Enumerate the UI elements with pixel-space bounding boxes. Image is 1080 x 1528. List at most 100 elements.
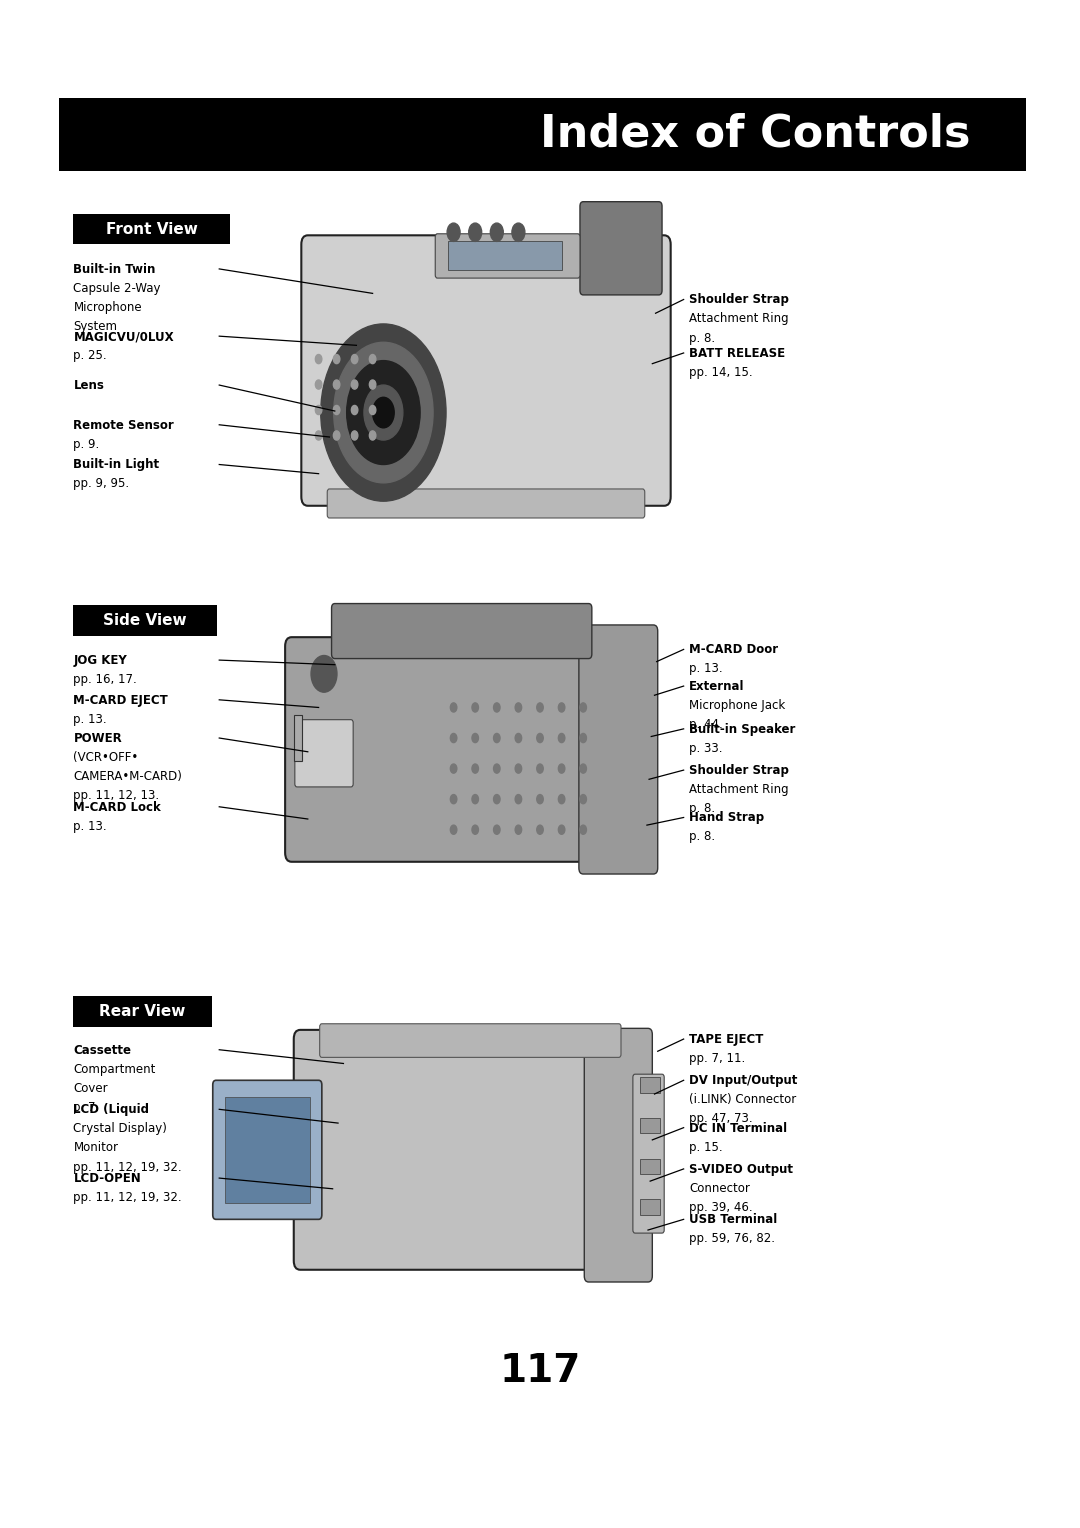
Circle shape	[580, 795, 586, 804]
Text: 117: 117	[499, 1352, 581, 1389]
Circle shape	[580, 703, 586, 712]
Circle shape	[334, 354, 340, 364]
Text: DC IN Terminal: DC IN Terminal	[689, 1122, 787, 1135]
Text: Hand Strap: Hand Strap	[689, 811, 765, 825]
Text: pp. 11, 12, 19, 32.: pp. 11, 12, 19, 32.	[73, 1192, 183, 1204]
Text: p. 13.: p. 13.	[689, 663, 723, 675]
FancyBboxPatch shape	[225, 1097, 310, 1203]
Circle shape	[537, 825, 543, 834]
Circle shape	[472, 733, 478, 743]
Circle shape	[494, 733, 500, 743]
Text: Front View: Front View	[106, 222, 198, 237]
Text: JOG KEY: JOG KEY	[73, 654, 127, 668]
Circle shape	[537, 733, 543, 743]
FancyBboxPatch shape	[73, 605, 217, 636]
Text: p. 13.: p. 13.	[73, 819, 107, 833]
Text: M-CARD Lock: M-CARD Lock	[73, 801, 161, 814]
Circle shape	[351, 354, 357, 364]
FancyBboxPatch shape	[294, 1030, 647, 1270]
Circle shape	[450, 825, 457, 834]
FancyBboxPatch shape	[73, 996, 212, 1027]
Text: p. 33.: p. 33.	[689, 741, 723, 755]
FancyBboxPatch shape	[584, 1028, 652, 1282]
Text: pp. 11, 12, 13.: pp. 11, 12, 13.	[73, 788, 160, 802]
Circle shape	[472, 703, 478, 712]
Circle shape	[494, 795, 500, 804]
Circle shape	[315, 431, 322, 440]
Circle shape	[334, 431, 340, 440]
Text: Built-in Light: Built-in Light	[73, 458, 160, 472]
Text: BATT RELEASE: BATT RELEASE	[689, 347, 785, 361]
Circle shape	[494, 703, 500, 712]
Circle shape	[450, 795, 457, 804]
Text: M-CARD Door: M-CARD Door	[689, 643, 779, 657]
Circle shape	[515, 733, 522, 743]
Text: Capsule 2-Way: Capsule 2-Way	[73, 281, 161, 295]
Text: Shoulder Strap: Shoulder Strap	[689, 764, 788, 778]
FancyBboxPatch shape	[327, 489, 645, 518]
Circle shape	[364, 385, 403, 440]
Circle shape	[472, 764, 478, 773]
FancyBboxPatch shape	[579, 625, 658, 874]
Text: For Your Information: For Your Information	[1035, 1063, 1048, 1201]
Text: DV Input/Output: DV Input/Output	[689, 1074, 797, 1088]
Text: (i.LINK) Connector: (i.LINK) Connector	[689, 1094, 796, 1106]
Text: Microphone Jack: Microphone Jack	[689, 698, 785, 712]
Text: p. 7.: p. 7.	[73, 1100, 99, 1114]
Circle shape	[351, 431, 357, 440]
Text: Side View: Side View	[104, 613, 187, 628]
Text: pp. 47, 73.: pp. 47, 73.	[689, 1112, 753, 1126]
FancyBboxPatch shape	[295, 720, 353, 787]
Text: p. 8.: p. 8.	[689, 802, 715, 816]
Circle shape	[450, 733, 457, 743]
Text: p. 8.: p. 8.	[689, 831, 715, 843]
Circle shape	[351, 380, 357, 390]
Text: Built-in Twin: Built-in Twin	[73, 263, 156, 277]
Text: p. 8.: p. 8.	[689, 332, 715, 345]
Circle shape	[515, 703, 522, 712]
Circle shape	[447, 223, 460, 241]
Text: CAMERA•M-CARD): CAMERA•M-CARD)	[73, 770, 183, 784]
Circle shape	[494, 764, 500, 773]
FancyBboxPatch shape	[301, 235, 671, 506]
FancyBboxPatch shape	[640, 1158, 660, 1174]
Text: System: System	[73, 319, 118, 333]
Circle shape	[558, 733, 565, 743]
Circle shape	[472, 795, 478, 804]
Text: pp. 7, 11.: pp. 7, 11.	[689, 1051, 745, 1065]
Circle shape	[490, 223, 503, 241]
FancyBboxPatch shape	[59, 98, 1026, 171]
Circle shape	[580, 825, 586, 834]
Circle shape	[580, 733, 586, 743]
Circle shape	[472, 825, 478, 834]
Text: POWER: POWER	[73, 732, 122, 746]
FancyBboxPatch shape	[285, 637, 654, 862]
Text: LCD-OPEN: LCD-OPEN	[73, 1172, 141, 1186]
FancyBboxPatch shape	[213, 1080, 322, 1219]
Text: p. 15.: p. 15.	[689, 1140, 723, 1154]
Text: p. 13.: p. 13.	[73, 712, 107, 726]
Circle shape	[369, 380, 376, 390]
Circle shape	[351, 405, 357, 414]
Text: p. 9.: p. 9.	[73, 437, 99, 451]
Text: Microphone: Microphone	[73, 301, 143, 315]
Text: Connector: Connector	[689, 1183, 750, 1195]
FancyBboxPatch shape	[332, 604, 592, 659]
Text: Remote Sensor: Remote Sensor	[73, 419, 174, 432]
Text: Shoulder Strap: Shoulder Strap	[689, 293, 788, 307]
Text: Index of Controls: Index of Controls	[540, 113, 971, 156]
Text: Monitor: Monitor	[73, 1141, 119, 1155]
Circle shape	[512, 223, 525, 241]
Text: Attachment Ring: Attachment Ring	[689, 312, 788, 325]
FancyBboxPatch shape	[448, 241, 562, 270]
Text: Built-in Speaker: Built-in Speaker	[689, 723, 795, 736]
Text: p. 25.: p. 25.	[73, 348, 107, 362]
FancyBboxPatch shape	[294, 715, 302, 761]
Circle shape	[580, 764, 586, 773]
Text: p. 44.: p. 44.	[689, 718, 723, 732]
Text: S-VIDEO Output: S-VIDEO Output	[689, 1163, 793, 1177]
Circle shape	[347, 361, 420, 465]
Text: (VCR•OFF•: (VCR•OFF•	[73, 750, 138, 764]
Circle shape	[537, 764, 543, 773]
Circle shape	[369, 405, 376, 414]
